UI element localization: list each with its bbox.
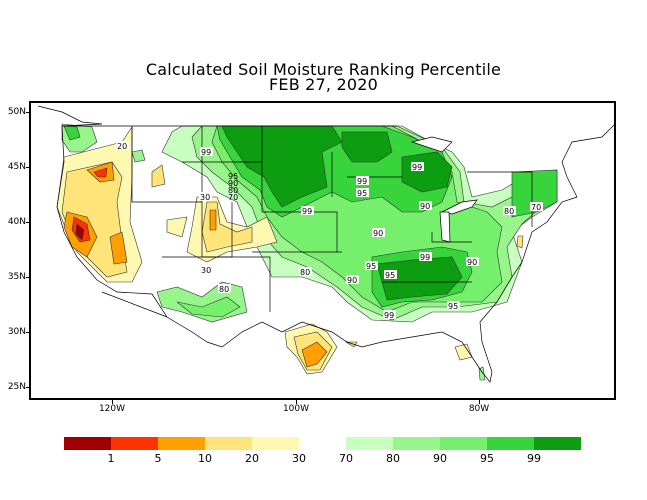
y-label-35n: 35N — [7, 272, 26, 282]
svg-text:99: 99 — [412, 163, 422, 172]
legend-bin — [64, 437, 111, 450]
y-tick — [26, 167, 30, 168]
contour-label: 20 — [116, 141, 129, 151]
svg-text:90: 90 — [467, 258, 477, 267]
contour-label: 99 — [383, 310, 396, 320]
contour-label: 95 — [365, 261, 378, 271]
contour-label: 80 — [299, 267, 312, 277]
svg-text:90: 90 — [420, 202, 430, 211]
x-label-120w: 120W — [98, 404, 126, 414]
svg-text:95: 95 — [448, 302, 458, 311]
svg-text:30: 30 — [200, 193, 210, 202]
svg-text:99: 99 — [302, 207, 312, 216]
contour-label: 95 — [356, 188, 369, 198]
contour-label: 70 — [530, 202, 543, 212]
svg-text:80: 80 — [504, 207, 514, 216]
legend-bin — [299, 437, 346, 450]
svg-text:99: 99 — [420, 253, 430, 262]
contour-label: 80 — [503, 206, 516, 216]
legend-bin — [440, 437, 487, 450]
svg-text:99: 99 — [357, 177, 367, 186]
legend-label: 10 — [198, 452, 212, 465]
svg-text:70: 70 — [531, 203, 541, 212]
legend-label: 99 — [527, 452, 541, 465]
svg-text:20: 20 — [117, 142, 127, 151]
x-tick — [296, 400, 297, 404]
legend-bin — [534, 437, 581, 450]
svg-text:95: 95 — [385, 271, 395, 280]
legend-label: 30 — [292, 452, 306, 465]
legend-bin — [158, 437, 205, 450]
y-tick — [26, 112, 30, 113]
legend-label: 70 — [339, 452, 353, 465]
y-label-50n: 50N — [7, 107, 26, 117]
contour-label: 80 — [218, 284, 231, 294]
y-label-40n: 40N — [7, 217, 26, 227]
y-tick — [26, 387, 30, 388]
contour-label: 99 — [411, 162, 424, 172]
legend-label: 90 — [433, 452, 447, 465]
legend-label: 5 — [154, 452, 162, 465]
y-label-25n: 25N — [7, 382, 26, 392]
legend-label: 20 — [245, 452, 259, 465]
legend-bin — [111, 437, 158, 450]
svg-text:90: 90 — [347, 276, 357, 285]
legend-label: 80 — [386, 452, 400, 465]
svg-text:99: 99 — [384, 311, 394, 320]
svg-text:90: 90 — [373, 229, 383, 238]
y-tick — [26, 332, 30, 333]
y-label-45n: 45N — [7, 162, 26, 172]
legend-bin — [346, 437, 393, 450]
contour-labels: 20 99 99 95 99 99 90 90 80 70 99 90 95 9… — [116, 141, 543, 320]
contour-label: 95 — [228, 172, 238, 181]
legend-label: 1 — [107, 452, 115, 465]
legend-bin — [252, 437, 299, 450]
chart-title: Calculated Soil Moisture Ranking Percent… — [145, 60, 502, 79]
legend-label: 95 — [480, 452, 494, 465]
x-tick — [112, 400, 113, 404]
y-label-30n: 30N — [7, 327, 26, 337]
contour-label: 90 — [466, 257, 479, 267]
svg-text:80: 80 — [300, 268, 310, 277]
boundaries — [37, 105, 614, 383]
y-tick — [26, 222, 30, 223]
svg-text:95: 95 — [357, 189, 367, 198]
legend-bin — [393, 437, 440, 450]
contour-label: 30 — [199, 192, 212, 202]
contour-label: 80 — [228, 186, 238, 195]
x-tick — [479, 400, 480, 404]
contour-label: 70 — [228, 193, 238, 202]
contour-label: 90 — [372, 228, 385, 238]
contour-label: 30 — [200, 265, 213, 275]
svg-text:30: 30 — [201, 266, 211, 275]
contour-label: 90 — [346, 275, 359, 285]
contour-label: 99 — [301, 206, 314, 216]
contour-label: 99 — [200, 147, 213, 157]
legend-bin — [205, 437, 252, 450]
x-label-80w: 80W — [468, 404, 490, 414]
contour-label: 90 — [419, 201, 432, 211]
svg-text:95: 95 — [366, 262, 376, 271]
contour-label: 99 — [419, 252, 432, 262]
contour-label: 95 — [447, 301, 460, 311]
chart-date: FEB 27, 2020 — [268, 75, 379, 94]
soil-moisture-map: 20 99 99 95 99 99 90 90 80 70 99 90 95 9… — [29, 101, 616, 400]
svg-text:80: 80 — [219, 285, 229, 294]
legend-bin — [487, 437, 534, 450]
contour-label: 99 — [356, 176, 369, 186]
contour-label: 90 — [228, 179, 238, 188]
y-tick — [26, 277, 30, 278]
svg-text:99: 99 — [201, 148, 211, 157]
contour-label: 95 — [384, 270, 397, 280]
x-label-100w: 100W — [282, 404, 310, 414]
map-svg: 20 99 99 95 99 99 90 90 80 70 99 90 95 9… — [37, 105, 614, 383]
dry-regions — [56, 126, 524, 375]
